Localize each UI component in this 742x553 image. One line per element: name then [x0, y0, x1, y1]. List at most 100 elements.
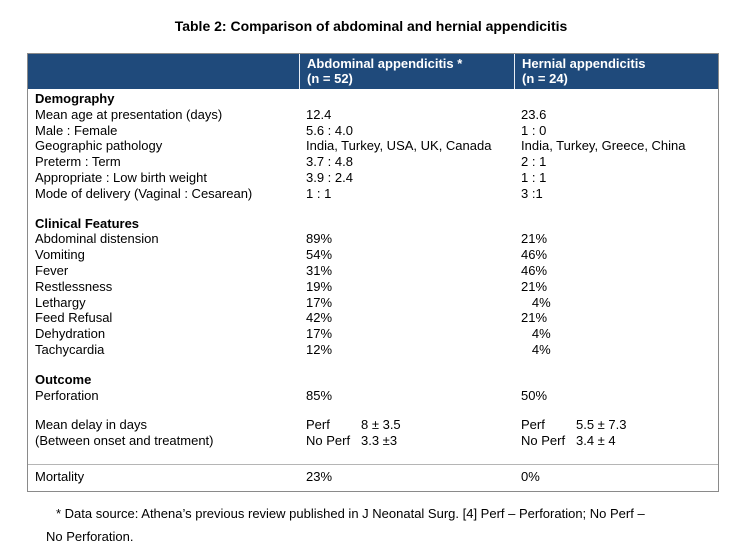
- hernial-value: India, Turkey, Greece, China: [521, 138, 686, 154]
- hernial-value: 0%: [521, 468, 540, 484]
- hernial-value: 4%: [521, 326, 551, 342]
- spacer-row: [28, 202, 718, 216]
- hernial-value: 3 :1: [521, 185, 543, 201]
- perf-label: Perf: [306, 417, 330, 433]
- row-label: Mean age at presentation (days): [35, 106, 223, 122]
- abdominal-value: India, Turkey, USA, UK, Canada: [306, 138, 492, 154]
- header-abdominal-line2: (n = 52): [307, 71, 353, 86]
- section-label: Outcome: [35, 371, 92, 387]
- header-hernial-line1: Hernial appendicitis: [522, 56, 646, 71]
- section-label: Demography: [35, 91, 115, 106]
- hernial-value: Perf 5.5 ± 7.3: [514, 417, 718, 433]
- table-row: Mode of delivery (Vaginal : Cesarean) 1 …: [28, 186, 718, 202]
- abdominal-value: 54%: [306, 247, 333, 263]
- table-row: Lethargy 17% 4%: [28, 295, 718, 311]
- row-label: Appropriate : Low birth weight: [35, 169, 207, 185]
- row-label: Tachycardia: [35, 341, 105, 357]
- abdominal-value: 31%: [306, 262, 333, 278]
- section-row-clinical-features: Clinical Features: [28, 216, 718, 232]
- header-abdominal-cell: Abdominal appendicitis * (n = 52): [299, 54, 514, 89]
- table-row: Geographic pathology India, Turkey, USA,…: [28, 138, 718, 154]
- comparison-table: Abdominal appendicitis * (n = 52) Hernia…: [27, 53, 719, 492]
- abdominal-value: 89%: [306, 231, 333, 247]
- row-label: Geographic pathology: [35, 138, 163, 154]
- row-label: Vomiting: [35, 247, 85, 263]
- spacer-row: [28, 403, 718, 417]
- table-footnote: * Data source: Athena’s previous review …: [46, 502, 706, 548]
- row-label: Dehydration: [35, 326, 106, 342]
- table-row-mortality: Mortality 23% 0%: [28, 463, 718, 491]
- header-hernial-line2: (n = 24): [522, 71, 568, 86]
- section-row-demography: Demography: [28, 91, 718, 107]
- table-row: Male : Female 5.6 : 4.0 1 : 0: [28, 123, 718, 139]
- no-perf-value: 3.4 ± 4: [576, 433, 616, 449]
- abdominal-value: 23%: [306, 468, 333, 484]
- abdominal-value: Perf 8 ± 3.5: [299, 417, 514, 433]
- table-row: Tachycardia 12% 4%: [28, 342, 718, 358]
- perf-value: 5.5 ± 7.3: [576, 417, 627, 433]
- perf-value: 8 ± 3.5: [361, 417, 401, 433]
- table-row: Perforation 85% 50%: [28, 388, 718, 404]
- hernial-value: 4%: [521, 294, 551, 310]
- hernial-value: 21%: [521, 231, 548, 247]
- no-perf-label: No Perf: [521, 433, 566, 449]
- abdominal-value: 12%: [306, 341, 333, 357]
- abdominal-value: 17%: [306, 294, 333, 310]
- table-row-mean-delay: Mean delay in days Perf 8 ± 3.5 Perf 5.5 ±…: [28, 417, 718, 433]
- row-label: Preterm : Term: [35, 154, 121, 170]
- hernial-value: 4%: [521, 341, 551, 357]
- abdominal-value: 5.6 : 4.0: [306, 122, 353, 138]
- table-row: Preterm : Term 3.7 : 4.8 2 : 1: [28, 154, 718, 170]
- table-body: Demography Mean age at presentation (day…: [28, 89, 718, 491]
- hernial-value: 1 : 1: [521, 169, 547, 185]
- abdominal-value: 3.7 : 4.8: [306, 154, 353, 170]
- row-label: Mean delay in days: [35, 417, 148, 433]
- table-row: Dehydration 17% 4%: [28, 326, 718, 342]
- spacer-row: [28, 449, 718, 463]
- abdominal-value: 3.9 : 2.4: [306, 169, 353, 185]
- row-label: Fever: [35, 262, 69, 278]
- table-row: Appropriate : Low birth weight 3.9 : 2.4…: [28, 170, 718, 186]
- abdominal-value: 42%: [306, 310, 333, 326]
- table-row: Vomiting 54% 46%: [28, 247, 718, 263]
- abdominal-value: 1 : 1: [306, 185, 332, 201]
- hernial-value: 2 : 1: [521, 154, 547, 170]
- section-label: Clinical Features: [35, 215, 140, 231]
- table-row: Mean age at presentation (days) 12.4 23.…: [28, 107, 718, 123]
- abdominal-value: No Perf 3.3 ±3: [299, 433, 514, 449]
- table-row: Feed Refusal 42% 21%: [28, 310, 718, 326]
- no-perf-label: No Perf: [306, 433, 351, 449]
- abdominal-value: 85%: [306, 387, 333, 403]
- table-row: Restlessness 19% 21%: [28, 279, 718, 295]
- abdominal-value: 12.4: [306, 106, 332, 122]
- perf-label: Perf: [521, 417, 545, 433]
- row-label: Perforation: [35, 387, 99, 403]
- abdominal-value: 17%: [306, 326, 333, 342]
- table-header-row: Abdominal appendicitis * (n = 52) Hernia…: [28, 54, 718, 89]
- table-title: Table 2: Comparison of abdominal and her…: [174, 18, 568, 34]
- footnote-line1: * Data source: Athena’s previous review …: [56, 506, 645, 521]
- row-label: Mode of delivery (Vaginal : Cesarean): [35, 185, 253, 201]
- header-abdominal-line1: Abdominal appendicitis *: [307, 56, 463, 71]
- row-label: (Between onset and treatment): [35, 433, 214, 449]
- row-label: Restlessness: [35, 278, 113, 294]
- row-label: Mortality: [35, 468, 85, 484]
- row-label: Lethargy: [35, 294, 86, 310]
- hernial-value: 46%: [521, 262, 548, 278]
- no-perf-value: 3.3 ±3: [361, 433, 398, 449]
- hernial-value: 21%: [521, 310, 548, 326]
- header-hernial-cell: Hernial appendicitis (n = 24): [514, 54, 718, 89]
- hernial-value: 50%: [521, 387, 548, 403]
- row-label: Feed Refusal: [35, 310, 113, 326]
- table-row: Fever 31% 46%: [28, 263, 718, 279]
- spacer-row: [28, 358, 718, 372]
- footnote-line2: No Perforation.: [46, 529, 134, 544]
- row-label: Male : Female: [35, 122, 118, 138]
- hernial-value: 23.6: [521, 106, 547, 122]
- abdominal-value: 19%: [306, 278, 333, 294]
- section-row-outcome: Outcome: [28, 372, 718, 388]
- hernial-value: No Perf 3.4 ± 4: [514, 433, 718, 449]
- hernial-value: 21%: [521, 278, 548, 294]
- table-row: Abdominal distension 89% 21%: [28, 231, 718, 247]
- table-row-mean-delay-continued: (Between onset and treatment) No Perf 3.3…: [28, 433, 718, 449]
